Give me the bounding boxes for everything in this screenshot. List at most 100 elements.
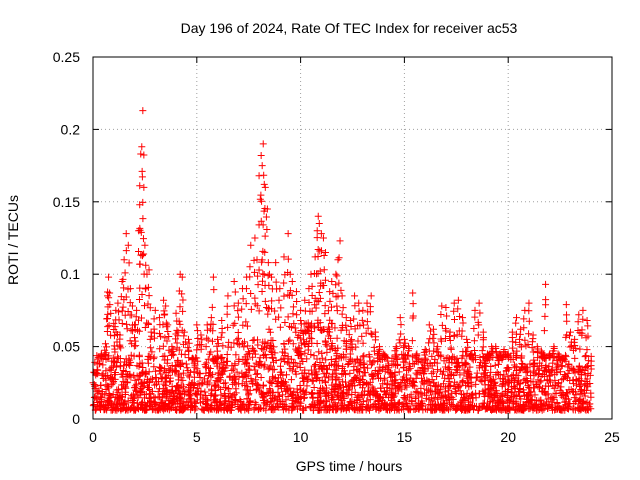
data-point-cluster (262, 213, 270, 221)
data-point-cluster (264, 304, 272, 312)
data-point-background (170, 392, 178, 400)
data-point-background (422, 355, 430, 363)
data-point-background (230, 391, 238, 399)
data-point-background (339, 362, 347, 370)
data-point-cluster (321, 302, 329, 310)
data-point-background (538, 402, 546, 410)
data-point-background (285, 337, 293, 345)
data-point-background (293, 385, 301, 393)
data-point-background (508, 388, 516, 396)
data-point-background (322, 356, 330, 364)
data-point-cluster (103, 328, 111, 336)
data-point-cluster (434, 348, 442, 356)
data-point-background (136, 360, 144, 368)
data-point-background (274, 374, 282, 382)
data-point-background (459, 377, 467, 385)
data-point-background (297, 394, 305, 402)
data-point-background (371, 367, 379, 375)
data-point-background (146, 390, 154, 398)
data-point-cluster (284, 268, 292, 276)
data-point-cluster (142, 261, 150, 269)
data-point-background (286, 384, 294, 392)
data-point-background (456, 371, 464, 379)
data-point-cluster (326, 297, 334, 305)
data-point-background (242, 373, 250, 381)
data-point-cluster (378, 356, 386, 364)
data-point-background (145, 384, 153, 392)
data-point-background (442, 404, 450, 412)
data-point-cluster (430, 339, 438, 347)
data-point-background (555, 405, 563, 413)
data-point-background (429, 368, 437, 376)
data-point-cluster (106, 301, 114, 309)
data-point-cluster (512, 319, 520, 327)
data-point-cluster (409, 300, 417, 308)
data-point-cluster (251, 294, 259, 302)
data-point-cluster (291, 324, 299, 332)
data-point-background (561, 402, 569, 410)
data-point-background (277, 356, 285, 364)
data-point-cluster (163, 337, 171, 345)
data-point-background (472, 380, 480, 388)
data-point-background (147, 398, 155, 406)
data-point-background (100, 401, 108, 409)
data-point-background (106, 365, 114, 373)
data-point-cluster (193, 346, 201, 354)
data-point-background (475, 364, 483, 372)
data-point-background (328, 381, 336, 389)
data-point-background (561, 351, 569, 359)
data-point (317, 230, 325, 238)
data-point-background (311, 362, 319, 370)
data-point-cluster (549, 349, 557, 357)
data-point-cluster (243, 322, 251, 330)
data-point-cluster (209, 320, 217, 328)
data-point-background (232, 385, 240, 393)
data-point-background (584, 406, 592, 414)
data-point-background (267, 398, 275, 406)
data-point-background (332, 366, 340, 374)
data-point-background (285, 406, 293, 414)
data-point-background (229, 365, 237, 373)
data-point-background (190, 368, 198, 376)
data-point-background (380, 400, 388, 408)
data-point-background (191, 398, 199, 406)
data-point-background (286, 365, 294, 373)
data-point-background (578, 404, 586, 412)
data-point (450, 299, 458, 307)
data-point-background (400, 394, 408, 402)
data-point-background (492, 387, 500, 395)
data-point-background (431, 390, 439, 398)
data-point-background (201, 388, 209, 396)
data-point-cluster (179, 296, 187, 304)
data-point-cluster (479, 343, 487, 351)
data-point-cluster (538, 353, 546, 361)
data-point-background (581, 353, 589, 361)
data-point-background (340, 367, 348, 375)
data-point-cluster (165, 332, 173, 340)
data-point-background (312, 361, 320, 369)
data-point-cluster (261, 232, 269, 240)
data-point-cluster (364, 324, 372, 332)
data-point-background (252, 376, 260, 384)
data-point-cluster (376, 345, 384, 353)
data-point-background (574, 404, 582, 412)
data-point-cluster (259, 270, 267, 278)
data-point-background (241, 381, 249, 389)
data-point-cluster (202, 343, 210, 351)
data-point-background (304, 346, 312, 354)
data-point-background (166, 390, 174, 398)
data-point-cluster (311, 301, 319, 309)
data-point-cluster (218, 329, 226, 337)
chart-title: Day 196 of 2024, Rate Of TEC Index for r… (181, 20, 518, 36)
data-point (346, 317, 354, 325)
data-point-cluster (273, 285, 281, 293)
data-point-background (209, 355, 217, 363)
data-point-background (307, 390, 315, 398)
data-point-background (511, 384, 519, 392)
data-point (392, 343, 400, 351)
data-point-background (467, 391, 475, 399)
data-point-cluster (335, 279, 343, 287)
data-point-background (427, 405, 435, 413)
data-point-background (415, 403, 423, 411)
data-point-cluster (395, 336, 403, 344)
